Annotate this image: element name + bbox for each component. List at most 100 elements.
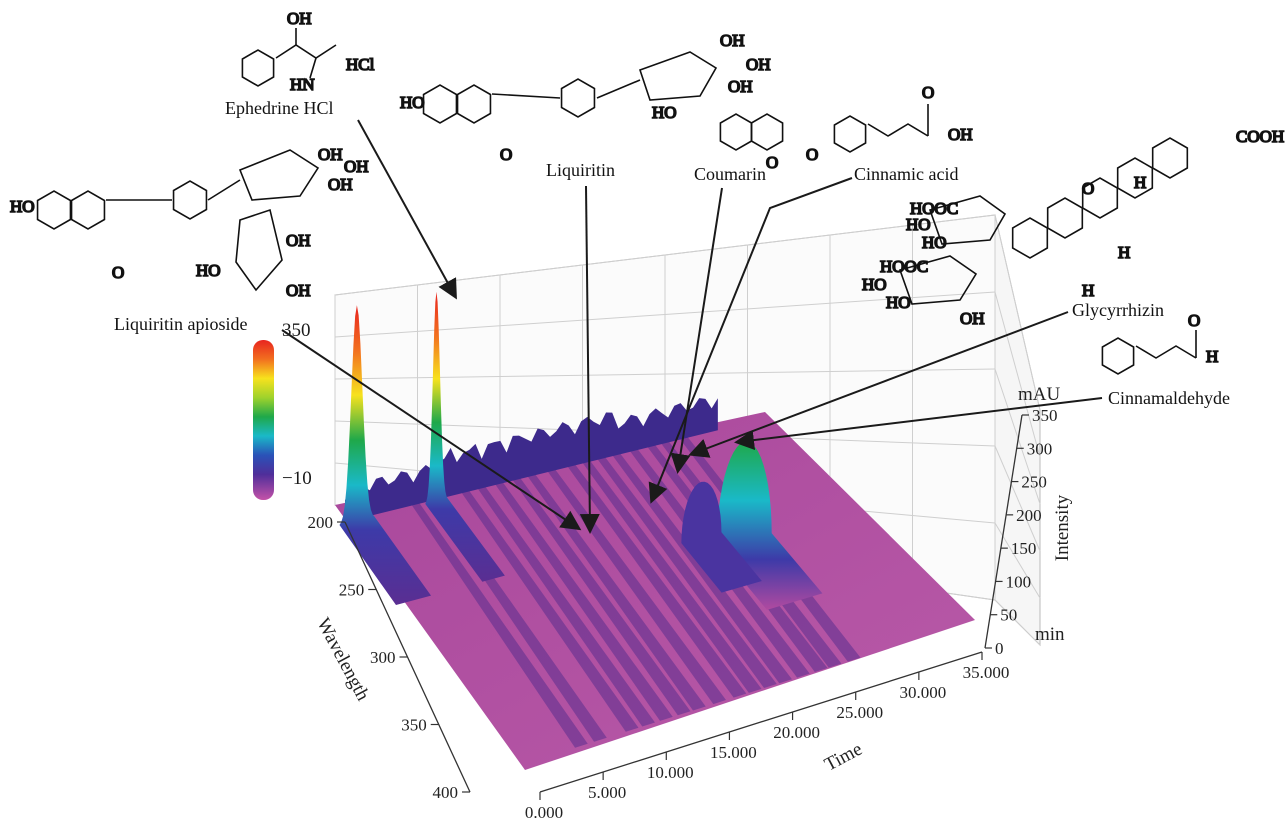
glycyrrhizin-oh: OH (960, 309, 985, 328)
label-cinnamic-acid: Cinnamic acid (854, 164, 959, 184)
intensity-tick-label: 50 (1000, 606, 1017, 625)
glycyrrhizin-sugar-1 (928, 195, 1007, 245)
intensity-tick-label: 150 (1011, 539, 1037, 558)
axis-unit-mau: mAU (1018, 384, 1061, 405)
intensity-tick-label: 250 (1021, 473, 1047, 492)
cinnamaldehyde-o: O (1188, 311, 1200, 330)
axis-title-intensity: Intensity (1052, 494, 1073, 561)
coumarin-ring-1 (719, 113, 753, 151)
glycyrrhizin-h-1: H (1134, 173, 1146, 192)
wavelength-tick-label: 200 (308, 513, 334, 532)
grid-line-horizontal (334, 291, 996, 338)
ephedrine-chain (275, 44, 337, 59)
label-coumarin: Coumarin (694, 164, 766, 184)
time-tick-label: 0.000 (525, 803, 563, 822)
intensity-tick-label: 100 (1006, 572, 1032, 591)
peak-ephedrine (425, 291, 505, 582)
cinnamaldehyde-ring (1101, 337, 1135, 375)
apioside-ring-c (70, 190, 106, 230)
time-tick-label: 30.000 (899, 683, 946, 702)
apioside-oh-3: OH (328, 175, 353, 194)
colorbar-max-label: 350 (282, 320, 311, 341)
liquiritin-oh-1: OH (720, 31, 745, 50)
surface-ridge (489, 473, 673, 721)
grid-line-side (994, 291, 1041, 458)
glycyrrhizin-ho-3: HO (862, 275, 887, 294)
apioside-oh-2: OH (344, 157, 369, 176)
glycyrrhizin-h-3: H (1082, 281, 1094, 300)
intensity-tick-label: 0 (995, 639, 1004, 658)
liquiritin-ring-c (456, 84, 492, 124)
surface-ridge (576, 452, 762, 693)
cinnamic-chain (867, 123, 929, 137)
arrow-ephedrine (357, 119, 457, 300)
peak-glycyrrhizin (681, 481, 762, 593)
glycyrrhizin-hooc-1: HOOC (910, 199, 958, 218)
surface-ridge (591, 448, 777, 689)
time-tick-label: 10.000 (647, 763, 694, 782)
grid-line-side (994, 445, 1041, 552)
liquiritin-ho: HO (400, 93, 425, 112)
liquiritin-glycoside-bond (596, 79, 641, 99)
time-tick-label: 25.000 (836, 703, 883, 722)
intensity-tick-label: 350 (1032, 406, 1058, 425)
glycyrrhizin-ho-4: HO (886, 293, 911, 312)
liquiritin-ring-b (560, 78, 596, 118)
surface-ridge (506, 469, 691, 716)
apioside-oh-5: OH (286, 281, 311, 300)
label-cinnamaldehyde: Cinnamaldehyde (1108, 388, 1230, 408)
colorbar-min-label: −10 (282, 468, 312, 489)
glycyrrhizin-ring-a (1011, 217, 1049, 259)
intensity-tick-label: 300 (1027, 439, 1053, 458)
arrow-cinnamic-acid (648, 177, 853, 504)
time-tick-label: 20.000 (773, 723, 820, 742)
ephedrine-hn: HN (290, 75, 315, 94)
label-liquiritin: Liquiritin (546, 160, 615, 180)
arrow-coumarin (670, 187, 723, 474)
glycyrrhizin-ring-b (1046, 197, 1084, 239)
label-liquiritin-apioside: Liquiritin apioside (114, 314, 248, 334)
liquiritin-link (491, 93, 561, 99)
apioside-sugar (238, 149, 320, 201)
glycyrrhizin-ho-2: HO (922, 233, 947, 252)
glycyrrhizin-keto-o: O (1082, 179, 1094, 198)
apioside-ring-a (36, 190, 72, 230)
apioside-oh-1: OH (318, 145, 343, 164)
axis-unit-min: min (1035, 624, 1065, 645)
apioside-keto-o: O (112, 263, 124, 282)
axis-title-wavelength: Wavelength (312, 615, 373, 705)
wavelength-tick-label: 350 (401, 716, 427, 735)
grid-line-horizontal (334, 368, 996, 380)
apioside-ho-2: HO (196, 261, 221, 280)
apioside-oh-4: OH (286, 231, 311, 250)
grid-line-side (994, 599, 1041, 646)
surface-ridge (471, 478, 655, 727)
wavelength-tick-label: 250 (339, 581, 365, 600)
arrow-liquiritin (579, 185, 600, 534)
cinnamic-o: O (922, 83, 934, 102)
surface-ridge (561, 455, 747, 698)
surface-ridge (405, 494, 588, 748)
label-glycyrrhizin: Glycyrrhizin (1072, 300, 1164, 320)
ephedrine-hcl: HCl (346, 55, 375, 74)
liquiritin-keto-o: O (500, 145, 512, 164)
liquiritin-ho-2: HO (652, 103, 677, 122)
liquiritin-sugar (638, 51, 718, 101)
apioside-ring-b (172, 180, 208, 220)
annotation-arrows (281, 119, 1103, 534)
glycyrrhizin-ring-e (1151, 137, 1189, 179)
label-ephedrine: Ephedrine HCl (225, 98, 334, 118)
grid-line-side (994, 368, 1041, 505)
ephedrine-oh: OH (287, 9, 312, 28)
intensity-tick-label: 200 (1016, 506, 1041, 525)
cinnamaldehyde-h: H (1206, 347, 1218, 366)
arrow-liquiritin-apioside (281, 329, 582, 531)
wavelength-tick-label: 400 (433, 783, 459, 802)
apioside-apiose (235, 208, 283, 292)
peak-liquiritin-apioside (339, 305, 432, 606)
glycyrrhizin-h-2: H (1118, 243, 1130, 262)
time-tick-label: 5.000 (588, 783, 626, 802)
glycyrrhizin-sugar-2 (898, 255, 978, 305)
